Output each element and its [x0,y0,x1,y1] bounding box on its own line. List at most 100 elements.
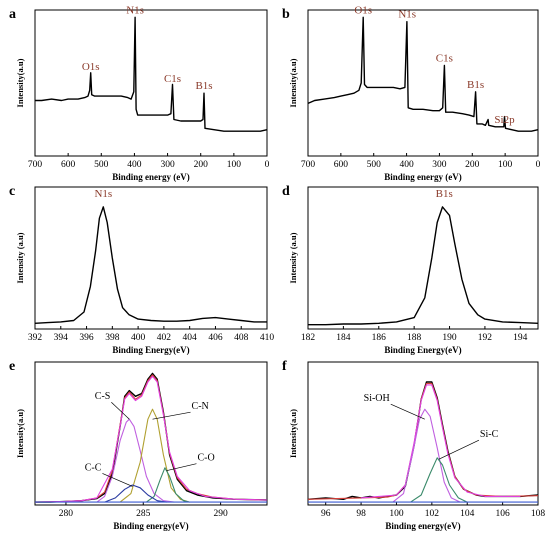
x-tick-label: 600 [334,160,349,170]
x-axis-label: Binding energy(eV) [113,521,188,531]
x-tick-label: 192 [478,333,493,343]
plot-frame [307,9,539,157]
x-tick-label: 190 [442,333,457,343]
x-tick-label: 102 [425,509,440,519]
series-line [35,16,268,132]
peak-label: B1s [195,80,212,92]
peak-label: B1s [467,79,484,91]
x-tick-label: 400 [131,333,146,343]
series-line [104,484,167,503]
y-axis-label: Intensity(a.u) [288,58,298,107]
x-tick-label: 98 [356,509,366,519]
x-tick-label: 182 [301,333,316,343]
annotation-label: Si-C [480,429,499,440]
x-tick-label: 404 [183,333,198,343]
x-tick-label: 406 [208,333,223,343]
series-line [34,374,268,503]
x-tick-label: 108 [531,509,546,519]
panel-label: f [282,359,287,374]
series-line [307,382,539,500]
plot-frame [307,186,539,330]
y-axis-label: Intensity(a.u) [15,409,25,458]
series-line [34,206,267,324]
x-axis-label: Binding Energy(eV) [112,345,189,355]
x-tick-label: 200 [194,160,209,170]
panel-label: d [282,184,290,199]
series-line [307,381,539,500]
panel-a: 700 600 500 400 300 200 100 0 Binding energy (eV… [9,4,270,182]
series-line [392,408,461,503]
panel-label: c [9,184,15,199]
annotation-label: Si-OH [364,393,390,404]
y-axis-label: Intensity(a.u) [15,58,25,107]
x-tick-label: 500 [367,160,382,170]
annotation-leader [166,463,197,472]
annotation-leader [152,411,191,420]
series-line [96,418,175,503]
x-tick-label: 700 [28,160,43,170]
annotation-leader [438,439,480,460]
plot-frame [34,186,268,330]
x-tick-label: 408 [234,333,249,343]
x-tick-label: 100 [498,160,513,170]
x-tick-label: 194 [513,333,528,343]
x-tick-label: 500 [94,160,109,170]
x-tick-label: 184 [336,333,351,343]
panel-label: b [282,7,290,22]
x-tick-label: 200 [465,160,480,170]
x-axis-label: Binding energy(eV) [385,521,460,531]
y-axis-label: Intensity (a.u) [15,232,25,283]
x-tick-label: 186 [372,333,387,343]
x-tick-label: 700 [301,160,316,170]
x-tick-label: 100 [389,509,404,519]
x-tick-label: 600 [61,160,76,170]
x-tick-label: 392 [28,333,43,343]
peak-label: O1s [354,4,372,16]
panel-b: 700 600 500 400 300 200 100 0 Binding energy (eV… [282,4,541,182]
x-axis-label: Binding energy (eV) [384,172,462,182]
x-tick-label: 104 [460,509,475,519]
x-tick-label: 106 [495,509,510,519]
series-line [35,372,268,503]
series-line [119,408,190,503]
panel-c: 392 394 396 398 400 402 404 406 408 410 Binding En… [9,184,274,355]
x-tick-label: 0 [536,160,541,170]
peak-label: Si2p [494,114,515,126]
series-line [34,375,268,503]
x-tick-label: 300 [432,160,447,170]
annotation-leader [111,401,130,420]
x-tick-label: 394 [54,333,69,343]
x-tick-label: 96 [321,509,331,519]
peak-label: C1s [436,52,453,64]
x-tick-label: 400 [127,160,142,170]
x-tick-label: 280 [59,509,74,519]
plot-frame [307,361,539,506]
x-tick-label: 410 [260,333,275,343]
x-tick-label: 398 [105,333,120,343]
x-tick-label: 100 [227,160,242,170]
annotation-leader [390,403,425,420]
x-axis-label: Binding energy (eV) [112,172,190,182]
panel-e: 280 285 290 Binding energy(eV) Intensity(a.u… [9,359,268,531]
panel-label: a [9,7,16,22]
x-tick-label: 402 [157,333,172,343]
peak-label: C1s [164,73,181,85]
series-line [308,206,539,326]
annotation-label: C-O [197,453,214,464]
peak-label: N1s [126,4,144,16]
series-line [410,457,468,503]
x-tick-label: 290 [213,509,228,519]
x-tick-label: 300 [160,160,175,170]
panel-d: 182 184 186 188 190 192 194 Binding Energy(eV) I… [282,184,539,355]
x-tick-label: 396 [79,333,94,343]
annotation-label: C-S [95,391,111,402]
series-line [307,16,539,132]
annotation-leader [102,473,133,487]
x-axis-label: Binding Energy(eV) [384,345,461,355]
x-tick-label: 188 [407,333,422,343]
peak-label: N1s [94,188,112,200]
panel-label: e [9,359,15,374]
peak-label: N1s [398,9,416,21]
x-tick-label: 400 [399,160,414,170]
